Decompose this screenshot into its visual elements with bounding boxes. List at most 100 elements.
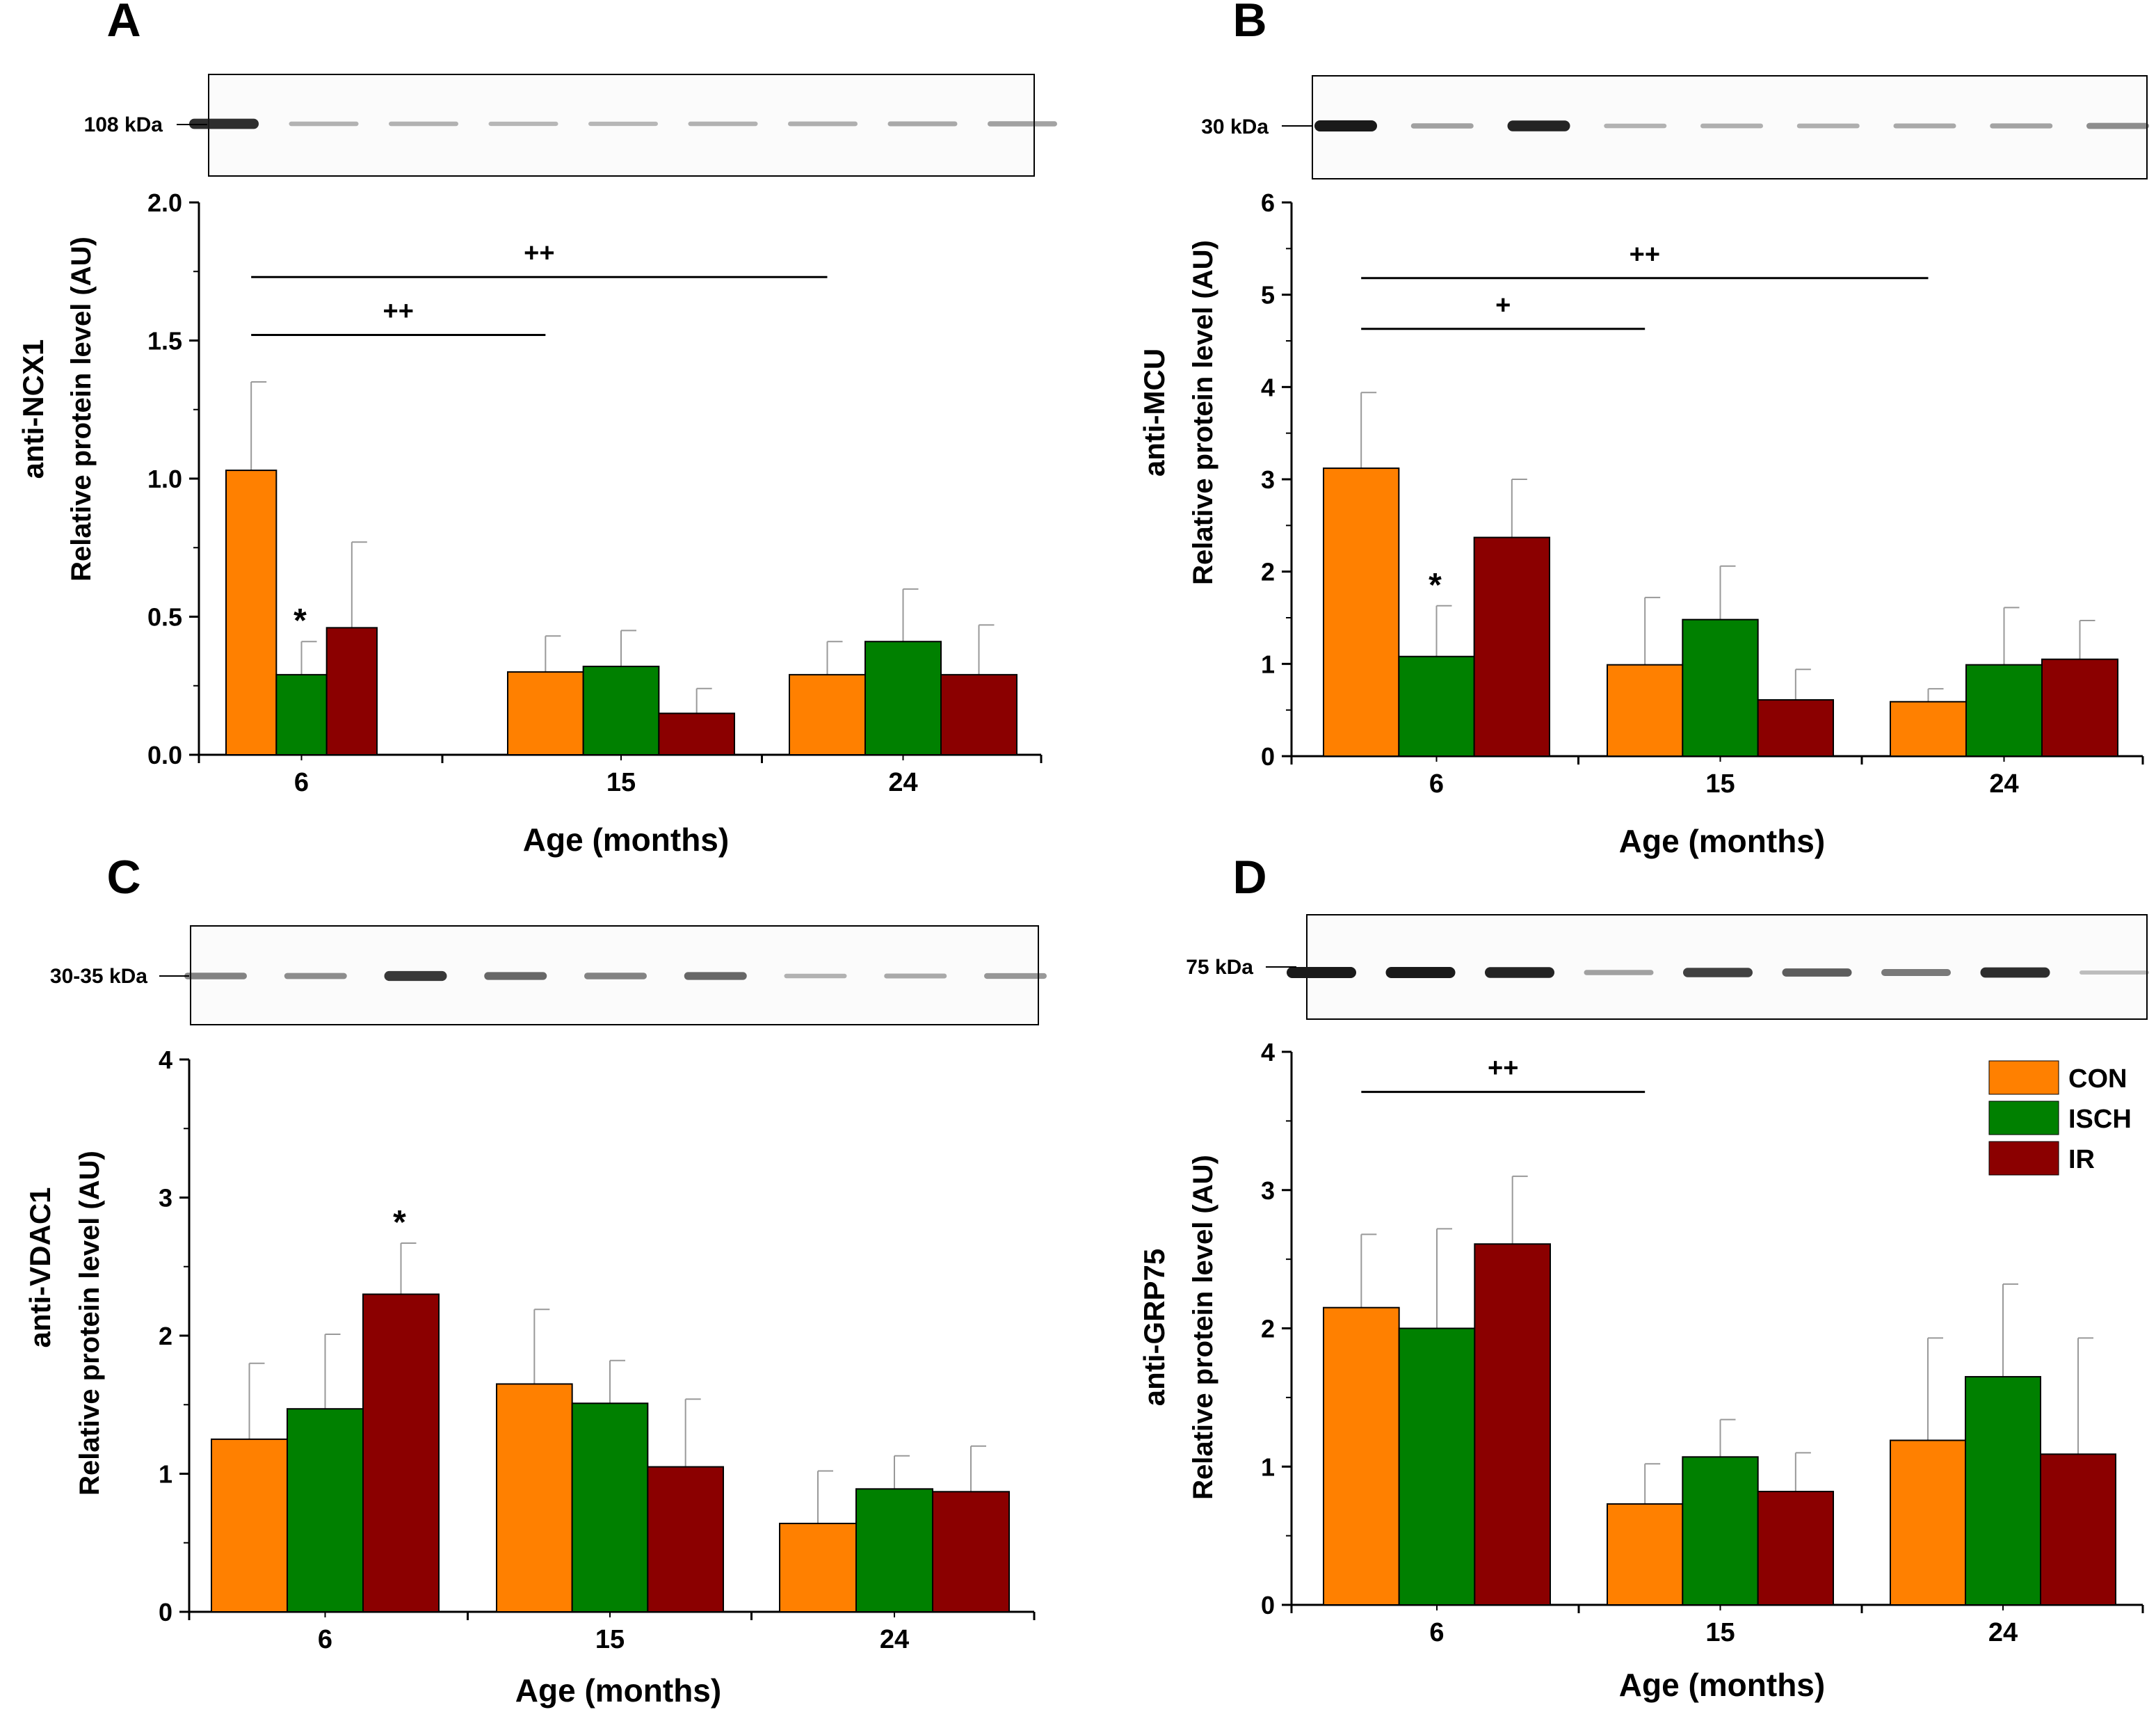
y-tick-label: 2 — [1261, 558, 1275, 586]
significance-star: * — [293, 602, 307, 639]
bar-ir — [932, 1491, 1010, 1613]
legend-swatch-con — [1988, 1060, 2059, 1095]
y-tick-label: 2.0 — [147, 189, 182, 217]
y-tick-label: 4 — [1261, 373, 1275, 401]
ylabel-bottom-b: Relative protein level (AU) — [1188, 240, 1218, 585]
y-tick-label: 1.0 — [147, 465, 182, 493]
bar-ir — [1473, 536, 1551, 758]
blot-band — [184, 973, 247, 979]
bar-ir — [1474, 1243, 1551, 1606]
ylabel-top-b: anti-MCU — [1138, 349, 1170, 477]
blot-band — [1287, 967, 1356, 978]
blot-bands-d — [1287, 967, 2149, 978]
x-tick-label: 24 — [1988, 1618, 2018, 1647]
y-tick-label: 2 — [1261, 1315, 1275, 1343]
blot-band — [1796, 123, 1860, 129]
significance-label: ++ — [1488, 1054, 1518, 1083]
significance-star: * — [393, 1204, 406, 1241]
significance-label: ++ — [1630, 240, 1660, 269]
ylabel-bottom-d: Relative protein level (AU) — [1188, 1155, 1218, 1500]
annotations-a: * ++ ++ — [251, 239, 828, 639]
legend-label-con: CON — [2068, 1064, 2127, 1094]
x-tick-label: 6 — [318, 1625, 332, 1654]
bars-b — [1323, 392, 2118, 758]
blot-band — [784, 973, 847, 979]
legend-swatch-ir — [1988, 1141, 2059, 1176]
blot-band — [2079, 970, 2149, 975]
marker-label-d: 75 kDa — [1186, 956, 1253, 979]
y-tick-label: 3 — [159, 1184, 172, 1213]
bar-con — [1890, 1439, 1966, 1606]
bar-ir — [1757, 1491, 1835, 1606]
blot-band — [1893, 123, 1956, 129]
blot-band — [884, 973, 947, 979]
bar-ir — [2040, 1453, 2116, 1606]
marker-label-c: 30-35 kDa — [50, 965, 147, 988]
bar-isch — [1965, 1376, 2041, 1606]
xlabel-c: Age (months) — [515, 1672, 721, 1709]
bar-ir — [362, 1293, 440, 1613]
bar-ir — [940, 673, 1017, 755]
y-tick-label: 1 — [159, 1460, 172, 1489]
y-tick-label: 2 — [159, 1322, 172, 1350]
bar-isch — [1398, 655, 1475, 757]
x-tick-label: 24 — [888, 768, 917, 797]
significance-star: * — [1429, 567, 1442, 604]
annotations-d: ++ — [1361, 1054, 1646, 1094]
y-tick-label: 4 — [159, 1046, 172, 1074]
y-tick-label: 0 — [1261, 1591, 1275, 1619]
bar-ir — [647, 1466, 724, 1613]
legend-label-ir: IR — [2068, 1145, 2095, 1174]
y-tick-label: 0 — [159, 1598, 172, 1626]
bar-isch — [287, 1408, 364, 1613]
y-ticks-c: 0 1 2 3 4 — [159, 1046, 189, 1626]
blot-band — [2086, 122, 2149, 129]
blot-image-a — [208, 74, 1035, 177]
bar-isch — [1398, 1327, 1476, 1606]
bar-ir — [325, 627, 378, 755]
bar-con — [496, 1383, 573, 1613]
bar-con — [507, 671, 584, 756]
blot-band — [189, 118, 259, 129]
blot-band — [1700, 123, 1763, 129]
blot-band — [488, 121, 558, 127]
blot-image-b — [1312, 75, 2148, 179]
x-ticks-a: 6 15 24 — [198, 755, 1043, 797]
blot-band — [887, 121, 958, 127]
blot-band — [389, 121, 458, 127]
y-tick-label: 3 — [1261, 1176, 1275, 1205]
y-tick-label: 0.5 — [147, 603, 182, 632]
blot-bands-a — [189, 118, 1057, 129]
ylabel-top-c: anti-VDAC1 — [24, 1187, 56, 1347]
significance-label: ++ — [383, 297, 414, 326]
bar-con — [225, 470, 277, 756]
legend-label-isch: ISCH — [2068, 1105, 2132, 1134]
legend: CON ISCH IR — [1988, 1060, 2132, 1176]
panel-letter-b: B — [1232, 0, 1266, 47]
blot-band — [788, 121, 858, 127]
ylabel-top-a: anti-NCX1 — [17, 339, 49, 479]
panel-d: D 75 kDa 0 1 2 3 4 6 15 24 ++ anti-GRP75 Relat… — [1138, 851, 2149, 1703]
bar-isch — [864, 641, 942, 755]
blot-band — [988, 121, 1057, 127]
y-ticks-b: 0 1 2 3 4 5 6 — [1261, 189, 1292, 771]
blot-band — [1485, 967, 1554, 978]
blot-band — [688, 121, 758, 127]
bar-ir — [1757, 699, 1835, 757]
bar-con — [1607, 664, 1684, 757]
blot-bands-b — [1314, 120, 2149, 131]
x-tick-label: 15 — [606, 768, 636, 797]
bar-con — [1323, 467, 1400, 758]
blot-band — [1881, 969, 1951, 976]
bar-ir — [658, 712, 735, 755]
blot-band — [1314, 120, 1377, 131]
y-tick-label: 1 — [1261, 1453, 1275, 1481]
x-tick-label: 6 — [1429, 1618, 1444, 1647]
bar-isch — [582, 665, 660, 756]
blot-band — [588, 121, 658, 127]
bar-con — [1607, 1503, 1684, 1606]
bar-isch — [855, 1488, 933, 1613]
blot-band — [984, 973, 1047, 979]
